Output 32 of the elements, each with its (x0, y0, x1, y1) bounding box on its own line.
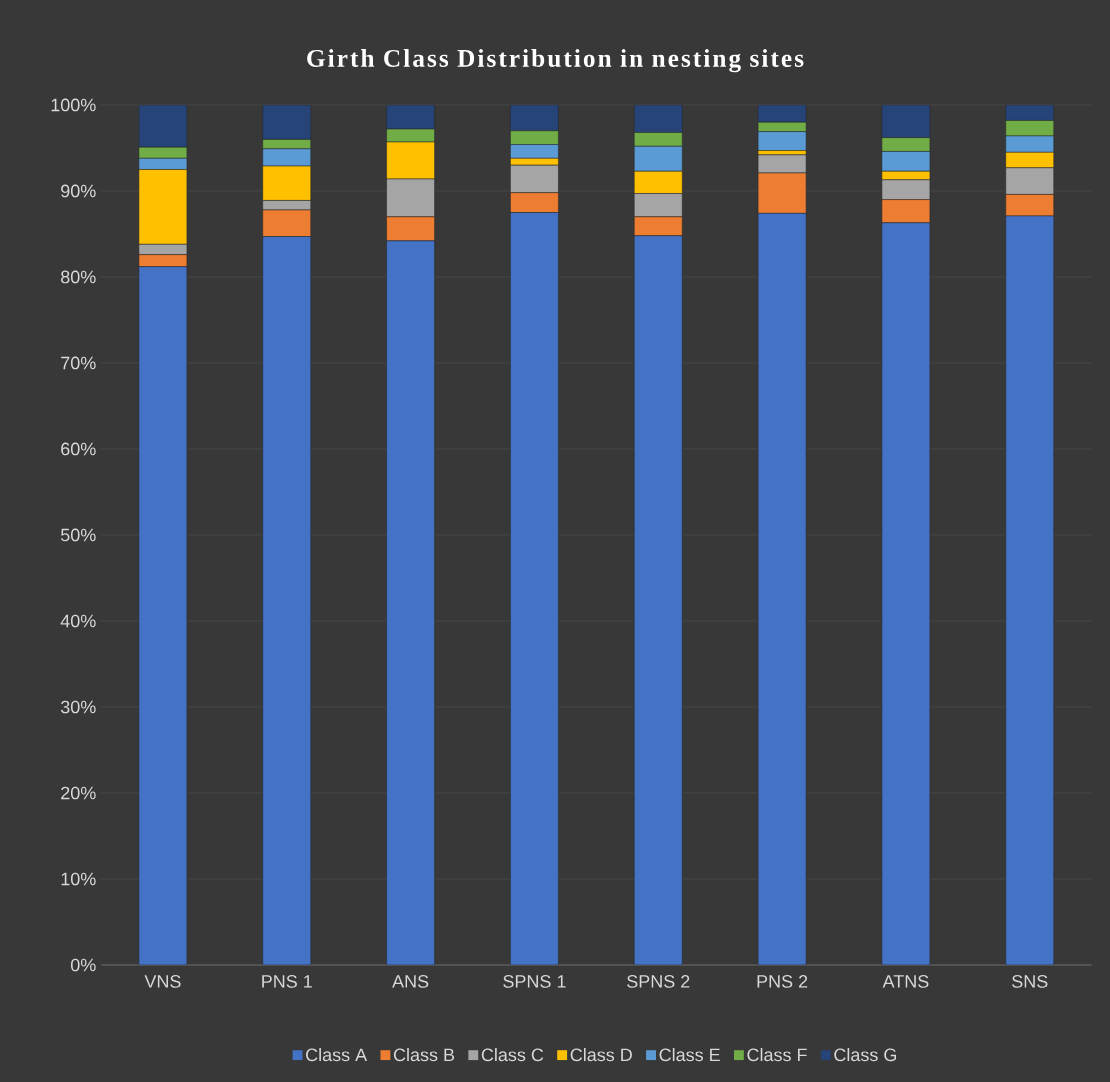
x-tick-label: SPNS 2 (627, 975, 690, 988)
legend-label: Class B (393, 1047, 455, 1062)
x-tick-label: SPNS 1 (503, 975, 566, 988)
x-tick-label: VNS (144, 975, 181, 988)
y-tick-label: 70% (61, 356, 96, 370)
x-tick-label: ATNS (882, 975, 929, 988)
x-tick-label: SNS (1012, 975, 1048, 988)
y-tick-label: 0% (70, 958, 96, 972)
y-tick-label: 100% (51, 98, 96, 112)
x-tick-label: ANS (392, 975, 429, 988)
y-tick-label: 10% (61, 872, 96, 886)
y-tick-label: 30% (60, 700, 96, 714)
chart-title: Girth Class Distribution in nesting sites (307, 49, 804, 73)
legend-label: Class G (834, 1047, 897, 1062)
legend-label: Class E (659, 1047, 720, 1062)
y-tick-label: 20% (61, 786, 96, 800)
y-tick-label: 60% (61, 442, 96, 456)
legend-label: Class D (570, 1047, 632, 1062)
y-tick-label: 80% (61, 270, 96, 284)
legend-label: Class A (306, 1047, 368, 1062)
legend-label: Class C (481, 1047, 544, 1062)
y-tick-label: 90% (61, 184, 96, 198)
x-tick-label: PNS 2 (757, 975, 808, 988)
bar (633, 104, 683, 133)
legend-label: Class F (747, 1047, 807, 1062)
x-tick-label: PNS 1 (262, 975, 312, 988)
bar (262, 104, 312, 140)
bar (510, 104, 559, 132)
bar (138, 104, 188, 148)
y-tick-label: 40% (60, 614, 96, 628)
bar (881, 104, 931, 138)
y-tick-label: 50% (60, 528, 96, 542)
